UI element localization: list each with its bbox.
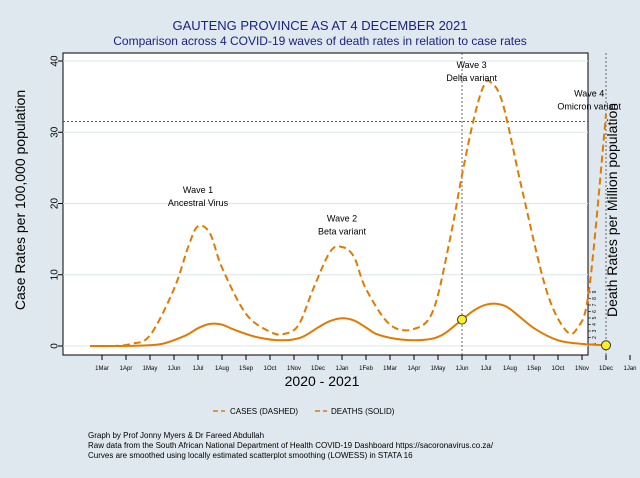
x-tick-label: 1Apr [120,366,133,372]
x-tick-label: 1May [431,366,446,372]
x-tick-label: 1Feb [359,366,373,372]
chart-subtitle: Comparison across 4 COVID-19 waves of de… [113,34,527,48]
x-tick-label: 1Jan [335,366,348,372]
x-tick-label: 1Jun [167,366,180,372]
x-tick-label: 1Aug [503,366,517,372]
x-axis-label: 2020 - 2021 [285,373,360,389]
y-axis-label: Case Rates per 100,000 population [12,90,28,310]
wave-annotation: Beta variant [318,226,367,236]
x-tick-label: 1Oct [264,366,277,372]
right-tick-label: 7 [592,303,598,306]
chart-title: GAUTENG PROVINCE AS AT 4 DECEMBER 2021 [172,18,467,33]
footnote: Graph by Prof Jonny Myers & Dr Fareed Ab… [88,431,494,460]
right-tick-label: 4 [592,323,598,326]
y-tick-label: 0 [50,343,61,349]
wave-annotation: Wave 3 [457,60,487,70]
y-tick-label: 30 [50,126,61,138]
wave-marker [457,314,467,325]
wave-annotation: Wave 2 [327,213,357,223]
right-tick-label: 9 [592,290,598,293]
x-tick-label: 1Mar [383,366,397,372]
x-tick-label: 1Jan [623,366,636,372]
right-tick-label: 8 [592,297,598,300]
x-tick-label: 1Mar [95,366,109,372]
right-tick-label: 2 [592,336,598,339]
x-tick-label: 1Sep [527,366,542,372]
x-tick-label: 1Nov [575,366,589,372]
x-tick-label: 1Oct [552,366,565,372]
x-tick-label: 1Jul [480,366,491,372]
y-tick-label: 10 [50,269,61,281]
x-tick-label: 1Apr [408,366,421,372]
wave-annotation: Wave 4 [574,89,604,99]
legend-cases-label: CASES (DASHED) [230,407,298,416]
x-tick-label: 1Jun [455,366,468,372]
y-axis-label-right: Death Rates per Million population [604,103,620,317]
wave-annotation: Ancestral Virus [168,198,229,208]
x-tick-label: 1Nov [287,366,301,372]
wave-annotation: Omicron variant [557,102,621,112]
wave-annotation: Wave 1 [183,185,213,195]
legend-deaths-label: DEATHS (SOLID) [331,407,395,416]
x-tick-label: 1Sep [239,366,254,372]
x-tick-label: 1Aug [215,366,229,372]
x-tick-label: 1May [143,366,158,372]
x-tick-label: 1Dec [599,366,613,372]
footnote-method: Curves are smoothed using locally estima… [88,451,413,460]
footnote-credit: Graph by Prof Jonny Myers & Dr Fareed Ab… [88,431,264,440]
right-tick-label: 6 [592,310,598,313]
footnote-source: Raw data from the South African National… [88,441,494,450]
y-tick-label: 20 [50,198,61,210]
legend: CASES (DASHED) DEATHS (SOLID) [213,407,395,416]
wave-annotation: Delta variant [446,73,497,83]
right-tick-label: 3 [592,329,598,332]
right-tick-label: 5 [592,316,598,319]
x-tick-label: 1Jul [192,366,203,372]
x-tick-label: 1Dec [311,366,325,372]
series-line-deaths [89,302,607,348]
y-tick-label: 40 [50,55,61,67]
wave-marker [601,340,611,351]
